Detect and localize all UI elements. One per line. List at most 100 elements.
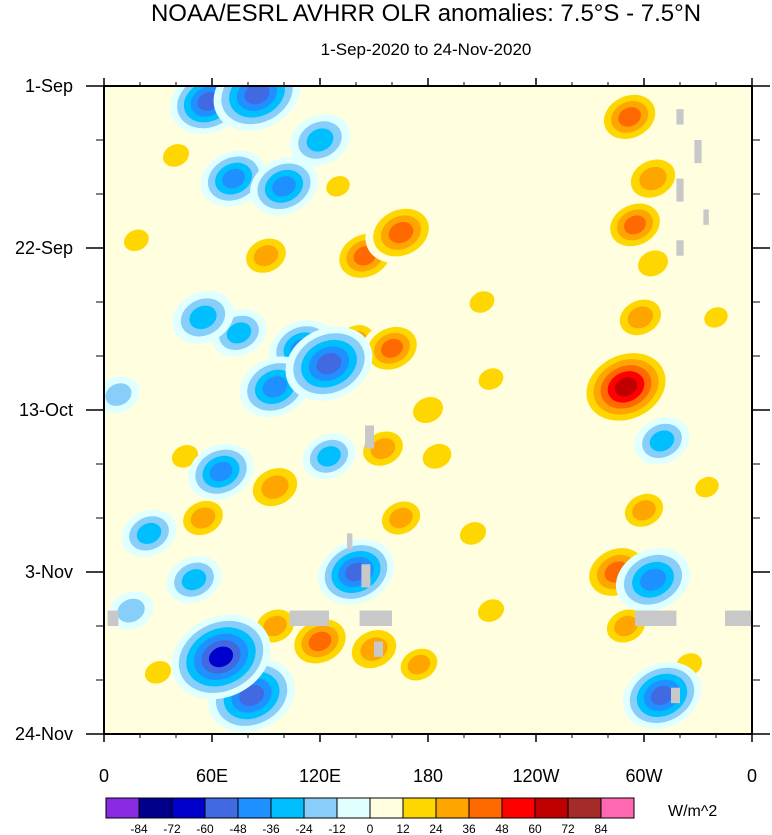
colorbar-label: -60 — [196, 822, 214, 835]
anomaly-feature — [302, 433, 356, 480]
anomaly-contour — [389, 507, 413, 529]
anomaly-contour — [261, 475, 289, 499]
colorbar-label: 36 — [462, 822, 476, 835]
y-tick-label: 3-Nov — [25, 562, 73, 582]
anomaly-feature — [622, 152, 684, 206]
anomaly-contour — [171, 444, 199, 468]
anomaly-contour — [469, 291, 495, 313]
anomaly-contour — [262, 376, 288, 398]
anomaly-feature — [318, 169, 358, 203]
x-tick-label: 120E — [299, 766, 341, 786]
anomaly-contour — [190, 507, 216, 529]
missing-data-patch — [676, 109, 684, 125]
anomaly-feature — [634, 417, 690, 465]
anomaly-feature — [171, 614, 271, 700]
anomaly-contour — [422, 443, 452, 469]
anomaly-contour — [370, 438, 396, 460]
anomaly-feature — [188, 443, 254, 500]
missing-data-patch — [635, 610, 677, 626]
anomaly-feature — [403, 388, 453, 432]
colorbar-swatch — [534, 797, 569, 819]
missing-data-patch — [703, 209, 709, 225]
anomaly-feature — [615, 547, 691, 612]
x-axis-ticks: 0 60E 120E 180 120W 60W 0 — [99, 78, 757, 786]
x-tick-label: 0 — [747, 766, 757, 786]
anomaly-feature — [617, 487, 671, 534]
anomaly-feature — [285, 326, 373, 401]
anomaly-feature — [172, 290, 234, 344]
y-axis-ticks: 1-Sep 22-Sep 13-Oct 3-Nov 24-Nov — [15, 76, 770, 744]
x-tick-label: 0 — [99, 766, 109, 786]
colorbar: -84 -72 -60 -48 -36 -24 -12 0 12 24 36 48 60 72 84 — [105, 797, 635, 835]
missing-data-patch — [694, 140, 702, 164]
anomaly-contour — [413, 396, 443, 424]
anomaly-feature — [154, 136, 198, 174]
anomaly-contour — [477, 599, 505, 622]
colorbar-label: -24 — [295, 822, 313, 835]
missing-data-patch — [676, 178, 684, 202]
colorbar-label: 24 — [429, 822, 443, 835]
y-tick-label: 24-Nov — [15, 724, 73, 744]
anomaly-contour — [638, 250, 668, 277]
colorbar-swatch — [105, 797, 140, 819]
y-tick-label: 22-Sep — [15, 238, 73, 258]
anomaly-contour — [239, 684, 265, 707]
missing-data-patch — [359, 610, 392, 626]
anomaly-feature — [104, 376, 140, 414]
anomaly-contour — [704, 307, 728, 328]
colorbar-swatch — [138, 797, 173, 819]
missing-data-patch — [107, 610, 119, 626]
anomaly-feature — [696, 300, 736, 335]
anomaly-contour — [695, 476, 719, 498]
anomaly-feature — [461, 284, 503, 320]
y-tick-label: 13-Oct — [19, 400, 73, 420]
anomaly-contour — [639, 166, 667, 191]
anomaly-feature — [244, 460, 306, 514]
colorbar-label: 48 — [495, 822, 509, 835]
colorbar-swatch — [270, 797, 305, 819]
anomaly-contour — [308, 631, 332, 652]
missing-data-patch — [374, 641, 383, 657]
colorbar-label: -12 — [328, 822, 346, 835]
anomaly-feature — [596, 88, 663, 146]
anomaly-feature — [393, 642, 445, 687]
anomaly-contour — [263, 615, 287, 637]
anomaly-contour — [640, 568, 666, 591]
anomaly-contour — [222, 168, 245, 189]
chart-title: NOAA/ESRL AVHRR OLR anomalies: 7.5°S - 7… — [150, 0, 702, 27]
x-tick-label: 180 — [413, 766, 443, 786]
colorbar-swatch — [501, 797, 536, 819]
colorbar-swatch — [600, 797, 635, 819]
anomaly-contour — [136, 522, 162, 544]
chart-subtitle: 1-Sep-2020 to 24-Nov-2020 — [320, 40, 532, 59]
colorbar-label: 0 — [367, 822, 374, 835]
anomaly-contours — [104, 86, 736, 733]
anomaly-contour — [614, 615, 638, 637]
anomaly-feature — [622, 661, 702, 729]
anomaly-feature — [374, 495, 428, 541]
colorbar-swatch — [303, 797, 338, 819]
anomaly-contour — [618, 107, 641, 127]
anomaly-contour — [272, 176, 296, 197]
anomaly-contour — [253, 245, 279, 267]
anomaly-feature — [365, 202, 437, 264]
anomaly-contour — [478, 368, 504, 390]
anomaly-contour — [306, 128, 334, 152]
anomaly-contour — [208, 646, 234, 668]
x-tick-label: 120W — [512, 766, 559, 786]
anomaly-feature — [628, 242, 678, 285]
anomaly-contour — [144, 660, 172, 684]
anomaly-contour — [181, 569, 207, 591]
missing-data-patch — [725, 610, 752, 626]
missing-data-patch — [671, 687, 680, 704]
anomaly-feature — [175, 494, 231, 542]
colorbar-swatch — [402, 797, 437, 819]
anomaly-feature — [166, 555, 222, 604]
anomaly-contour — [623, 215, 647, 235]
anomaly-contour — [627, 306, 654, 329]
anomaly-contour — [226, 322, 252, 344]
anomaly-feature — [287, 613, 353, 670]
colorbar-label: 72 — [561, 822, 575, 835]
colorbar-swatch — [435, 797, 470, 819]
